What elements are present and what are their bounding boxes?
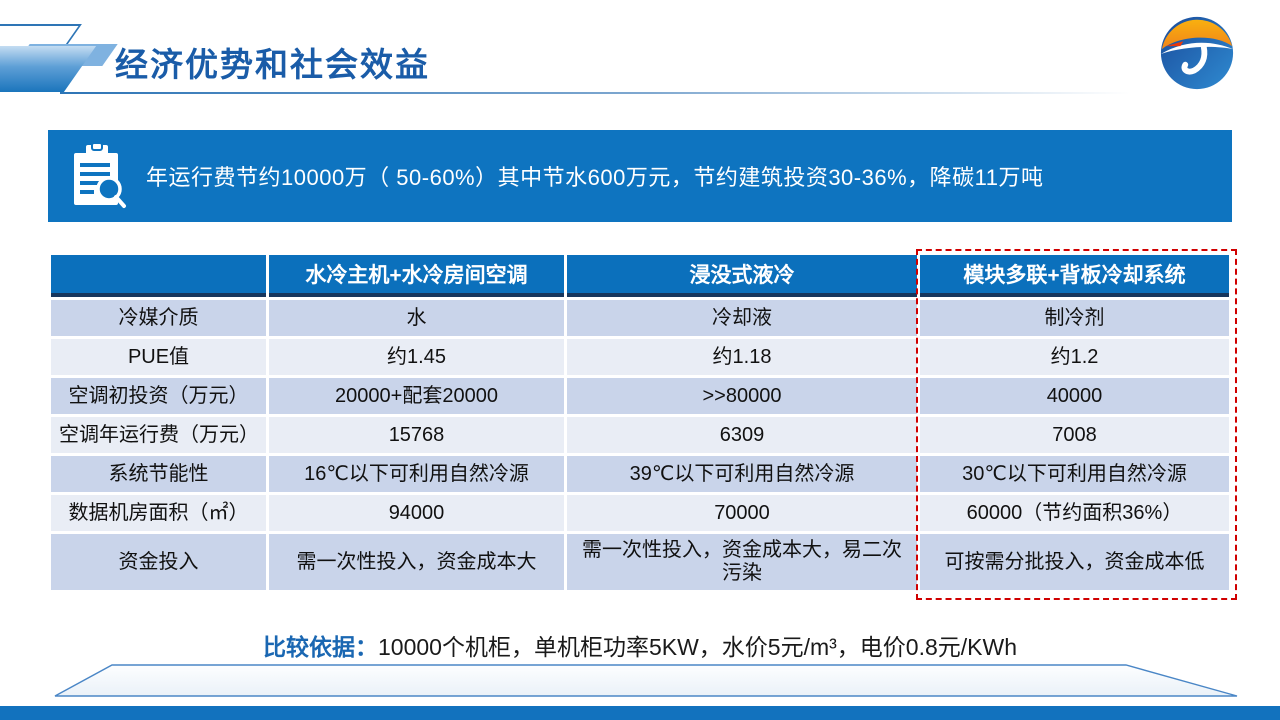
- cell: 30℃以下可利用自然冷源: [920, 456, 1229, 492]
- cell: 94000: [269, 495, 564, 531]
- table-row: 空调年运行费（万元） 15768 6309 7008: [51, 417, 1229, 453]
- row-label: 资金投入: [51, 534, 266, 590]
- cell: 约1.18: [567, 339, 917, 375]
- row-label: 系统节能性: [51, 456, 266, 492]
- report-search-icon: [74, 143, 126, 208]
- row-label: 数据机房面积（㎡）: [51, 495, 266, 531]
- header-band: 经济优势和社会效益: [0, 0, 1280, 120]
- page-title: 经济优势和社会效益: [115, 46, 430, 83]
- cell: 需一次性投入，资金成本大: [269, 534, 564, 590]
- cell: 制冷剂: [920, 300, 1229, 336]
- row-label: 冷媒介质: [51, 300, 266, 336]
- title-underline: [60, 92, 1130, 94]
- table-row: 资金投入 需一次性投入，资金成本大 需一次性投入，资金成本大，易二次污染 可按需…: [51, 534, 1229, 590]
- table-row: 数据机房面积（㎡） 94000 70000 60000（节约面积36%）: [51, 495, 1229, 531]
- comparison-table-wrap: 水冷主机+水冷房间空调 浸没式液冷 模块多联+背板冷却系统 冷媒介质 水 冷却液…: [48, 249, 1237, 600]
- row-label: 空调年运行费（万元）: [51, 417, 266, 453]
- cell: 可按需分批投入，资金成本低: [920, 534, 1229, 590]
- table-row: 空调初投资（万元） 20000+配套20000 >>80000 40000: [51, 378, 1229, 414]
- comparison-table: 水冷主机+水冷房间空调 浸没式液冷 模块多联+背板冷却系统 冷媒介质 水 冷却液…: [48, 252, 1232, 593]
- header-cell-empty: [51, 255, 266, 297]
- note-prefix: 比较依据：: [262, 634, 378, 660]
- cell: 7008: [920, 417, 1229, 453]
- bottom-trapezoid-decoration: [54, 664, 1238, 697]
- cell: 60000（节约面积36%）: [920, 495, 1229, 531]
- cell: 16℃以下可利用自然冷源: [269, 456, 564, 492]
- table-header-row: 水冷主机+水冷房间空调 浸没式液冷 模块多联+背板冷却系统: [51, 255, 1229, 297]
- cell: 水: [269, 300, 564, 336]
- cell: 20000+配套20000: [269, 378, 564, 414]
- header-cell-immersion: 浸没式液冷: [567, 255, 917, 297]
- decorative-parallelogram-fill: [0, 46, 97, 92]
- summary-banner-text: 年运行费节约10000万（ 50-60%）其中节水600万元，节约建筑投资30-…: [146, 165, 1044, 190]
- table-row: 系统节能性 16℃以下可利用自然冷源 39℃以下可利用自然冷源 30℃以下可利用…: [51, 456, 1229, 492]
- bottom-blue-bar: [0, 706, 1280, 720]
- table-row: 冷媒介质 水 冷却液 制冷剂: [51, 300, 1229, 336]
- cell: 冷却液: [567, 300, 917, 336]
- comparison-basis-note: 比较依据：10000个机柜，单机柜功率5KW，水价5元/m³，电价0.8元/KW…: [0, 628, 1280, 662]
- table-row: PUE值 约1.45 约1.18 约1.2: [51, 339, 1229, 375]
- row-label: 空调初投资（万元）: [51, 378, 266, 414]
- cell: >>80000: [567, 378, 917, 414]
- note-text: 10000个机柜，单机柜功率5KW，水价5元/m³，电价0.8元/KWh: [377, 634, 1017, 660]
- cell: 6309: [567, 417, 917, 453]
- cell: 约1.45: [269, 339, 564, 375]
- cell: 40000: [920, 378, 1229, 414]
- cell: 需一次性投入，资金成本大，易二次污染: [567, 534, 917, 590]
- cell: 约1.2: [920, 339, 1229, 375]
- summary-banner: 年运行费节约10000万（ 50-60%）其中节水600万元，节约建筑投资30-…: [48, 130, 1232, 222]
- header-cell-modular: 模块多联+背板冷却系统: [920, 255, 1229, 297]
- header-cell-water-cooled: 水冷主机+水冷房间空调: [269, 255, 564, 297]
- row-label: PUE值: [51, 339, 266, 375]
- company-logo-icon: [1160, 16, 1234, 90]
- cell: 70000: [567, 495, 917, 531]
- cell: 15768: [269, 417, 564, 453]
- cell: 39℃以下可利用自然冷源: [567, 456, 917, 492]
